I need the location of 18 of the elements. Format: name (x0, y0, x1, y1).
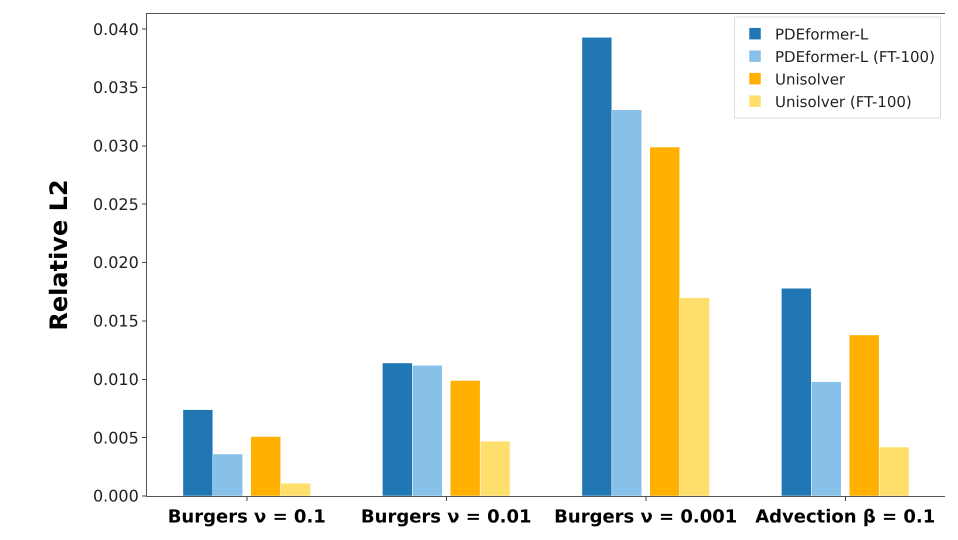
y-tick-label: 0.000 (92, 486, 139, 506)
y-tick-label: 0.025 (92, 194, 139, 214)
y-tick-label: 0.005 (92, 428, 139, 448)
x-tick-label: Burgers ν = 0.001 (554, 506, 738, 528)
legend-label: PDEformer-L (FT-100) (775, 48, 935, 66)
y-axis-title: Relative L2 (45, 179, 74, 331)
y-tick-label: 0.010 (92, 370, 139, 389)
legend-label: Unisolver (775, 70, 846, 89)
x-tick-label: Burgers ν = 0.1 (168, 506, 326, 528)
y-tick-label: 0.020 (92, 253, 139, 272)
y-tick-label: 0.015 (92, 312, 139, 331)
y-tick-label: 0.040 (92, 20, 139, 39)
y-tick-label: 0.030 (92, 136, 139, 156)
legend-label: PDEformer-L (775, 26, 869, 44)
x-tick-label: Burgers ν = 0.01 (360, 506, 532, 528)
legend-label: Unisolver (FT-100) (775, 93, 912, 112)
x-tick-label: Advection β = 0.1 (755, 506, 936, 528)
y-tick-label: 0.035 (92, 78, 139, 98)
